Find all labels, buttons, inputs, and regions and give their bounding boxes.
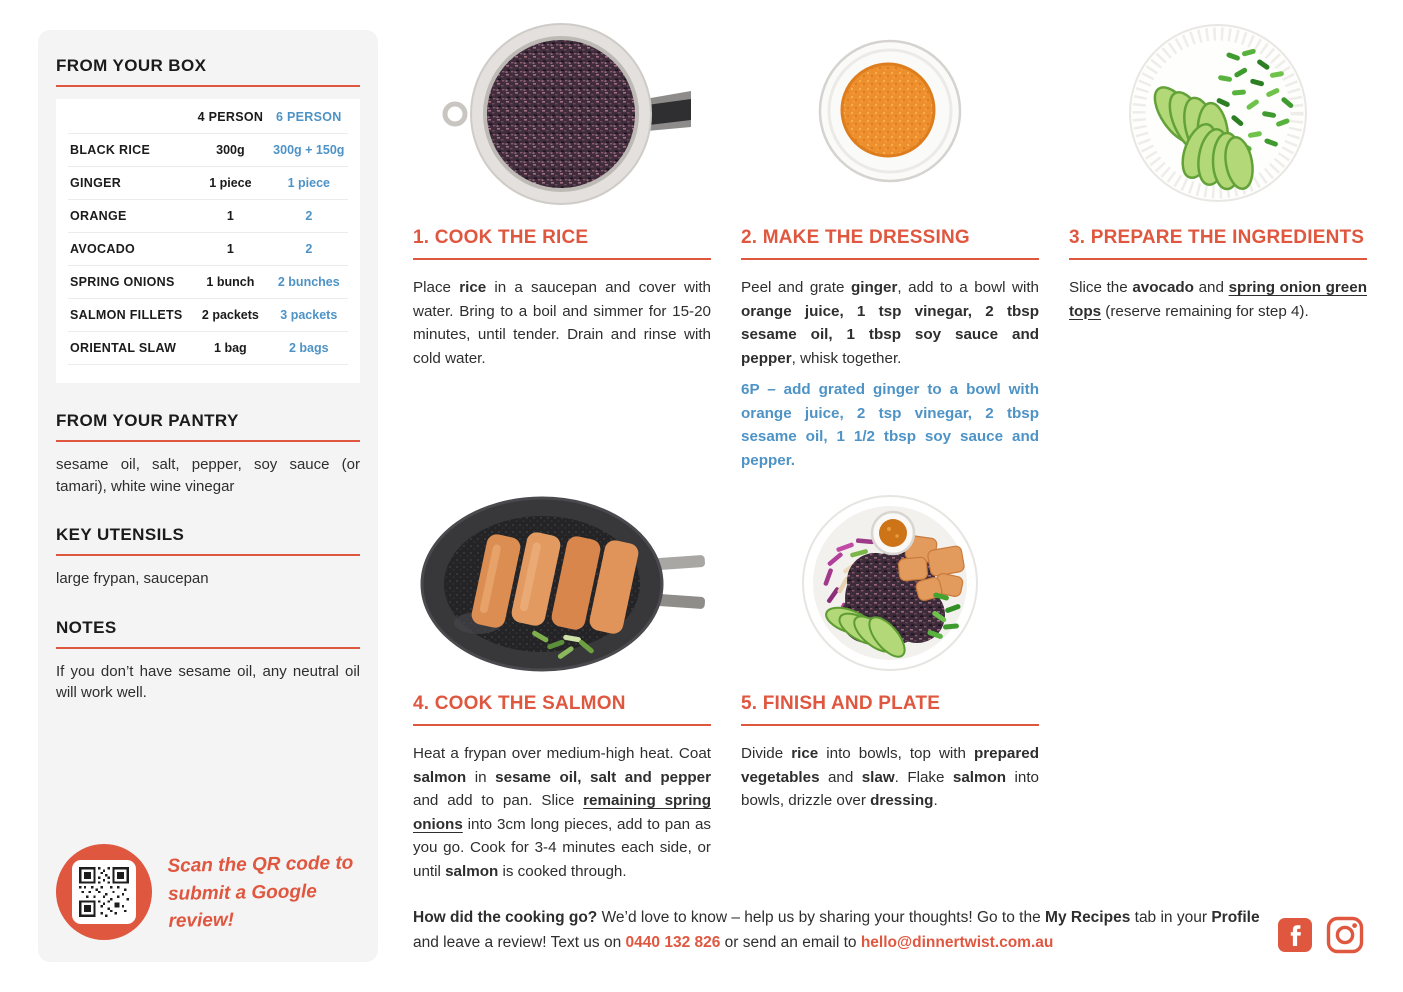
utensils-text: large frypan, saucepan xyxy=(56,570,209,587)
qty-4-person: 1 xyxy=(191,232,270,266)
table-header-row: 4 PERSON 6 PERSON xyxy=(68,101,348,134)
phone-link[interactable]: 0440 132 826 xyxy=(625,934,721,951)
table-row: ORANGE 1 2 xyxy=(68,199,348,233)
footer-feedback-text: How did the cooking go? We’d love to kno… xyxy=(413,909,1260,951)
col-header-6-person: 6 PERSON xyxy=(269,101,348,134)
qty-4-person: 1 piece xyxy=(191,166,270,200)
step-title: 2. MAKE THE DRESSING xyxy=(741,227,1039,260)
key-utensils-title: KEY UTENSILS xyxy=(56,525,360,556)
qty-6-person: 1 piece xyxy=(269,166,348,200)
qty-6-person: 2 xyxy=(269,232,348,266)
photo-black-rice-strainer xyxy=(413,18,711,210)
facebook-icon[interactable] xyxy=(1278,918,1312,952)
step-title: 1. COOK THE RICE xyxy=(413,227,711,260)
qty-6-person: 3 packets xyxy=(269,298,348,332)
ingredient-name: AVOCADO xyxy=(68,232,192,266)
table-row: SALMON FILLETS 2 packets 3 packets xyxy=(68,298,348,332)
spring-onion-garnish xyxy=(927,592,961,639)
step-title: 5. FINISH AND PLATE xyxy=(741,693,1039,726)
email-link[interactable]: hello@dinnertwist.com.au xyxy=(860,934,1054,951)
step-3: 3. PREPARE THE INGREDIENTS Slice the avo… xyxy=(1069,18,1367,323)
qr-caption: Scan the QR code to submit a Google revi… xyxy=(167,852,354,932)
qty-4-person: 1 xyxy=(191,199,270,233)
from-your-box-title: FROM YOUR BOX xyxy=(56,56,360,87)
salmon-pieces xyxy=(897,535,965,602)
ingredient-name: BLACK RICE xyxy=(68,133,192,167)
qty-4-person: 2 packets xyxy=(191,298,270,332)
salmon-fillets xyxy=(471,532,638,634)
qty-4-person: 300g xyxy=(191,133,270,167)
table-row: AVOCADO 1 2 xyxy=(68,232,348,266)
step-instructions: Place rice in a saucepan and cover with … xyxy=(413,279,711,367)
ingredient-col-header xyxy=(68,101,192,134)
photo-avocado-spring-onion-plate xyxy=(1069,18,1367,210)
step-4: 4. COOK THE SALMON Heat a frypan over me… xyxy=(413,492,711,883)
instagram-icon[interactable] xyxy=(1326,916,1364,954)
table-row: ORIENTAL SLAW 1 bag 2 bags xyxy=(68,331,348,365)
ingredient-name: SALMON FILLETS xyxy=(68,298,192,332)
ingredient-name: ORIENTAL SLAW xyxy=(68,331,192,365)
photo-salmon-frypan xyxy=(413,492,711,676)
step-instructions: Heat a frypan over medium-high heat. Coa… xyxy=(413,745,711,880)
qty-6-person: 2 bags xyxy=(269,331,348,365)
qty-4-person: 1 bunch xyxy=(191,265,270,299)
table-row: BLACK RICE 300g 300g + 150g xyxy=(68,133,348,167)
ingredients-table: 4 PERSON 6 PERSON BLACK RICE 300g 300g +… xyxy=(56,99,360,383)
ingredient-name: GINGER xyxy=(68,166,192,200)
ingredient-name: SPRING ONIONS xyxy=(68,265,192,299)
notes-text: If you don’t have sesame oil, any neutra… xyxy=(56,662,360,702)
qty-6-person: 2 xyxy=(269,199,348,233)
sidebar: FROM YOUR BOX 4 PERSON 6 PERSON BLACK RI… xyxy=(38,30,378,962)
social-links xyxy=(1278,916,1364,954)
from-your-pantry-title: FROM YOUR PANTRY xyxy=(56,411,360,442)
step-title: 3. PREPARE THE INGREDIENTS xyxy=(1069,227,1367,260)
step-5: 5. FINISH AND PLATE Divide rice into bow… xyxy=(741,492,1039,813)
step-instructions: Peel and grate ginger, add to a bowl wit… xyxy=(741,279,1039,367)
step-2: 2. MAKE THE DRESSING Peel and grate ging… xyxy=(741,18,1039,472)
pantry-items-text: sesame oil, salt, pepper, soy sauce (or … xyxy=(56,456,360,495)
google-review-block: Scan the QR code to submit a Google revi… xyxy=(56,844,378,940)
notes-title: NOTES xyxy=(56,618,360,649)
qr-badge xyxy=(56,844,152,940)
dressing-cup xyxy=(870,510,916,556)
table-row: GINGER 1 piece 1 piece xyxy=(68,166,348,200)
table-row: SPRING ONIONS 1 bunch 2 bunches xyxy=(68,265,348,299)
six-person-variation-note: 6P – add grated ginger to a bowl with or… xyxy=(741,381,1039,469)
photo-dressing-bowl xyxy=(741,18,1039,210)
photo-finished-bowl xyxy=(741,492,1039,676)
col-header-4-person: 4 PERSON xyxy=(191,101,270,134)
qty-6-person: 2 bunches xyxy=(269,265,348,299)
step-1: 1. COOK THE RICE Place rice in a saucepa… xyxy=(413,18,711,370)
qr-code-icon xyxy=(79,867,129,917)
step-instructions: Divide rice into bowls, top with prepare… xyxy=(741,745,1039,809)
avocado-slices xyxy=(1153,86,1254,191)
step-instructions: Slice the avocado and spring onion green… xyxy=(1069,279,1367,320)
step-title: 4. COOK THE SALMON xyxy=(413,693,711,726)
spring-onion-pieces xyxy=(531,630,594,659)
chopped-spring-onion-tops xyxy=(1216,48,1293,152)
avocado-slices xyxy=(825,606,906,658)
ingredient-name: ORANGE xyxy=(68,199,192,233)
qty-6-person: 300g + 150g xyxy=(269,133,348,167)
qty-4-person: 1 bag xyxy=(191,331,270,365)
